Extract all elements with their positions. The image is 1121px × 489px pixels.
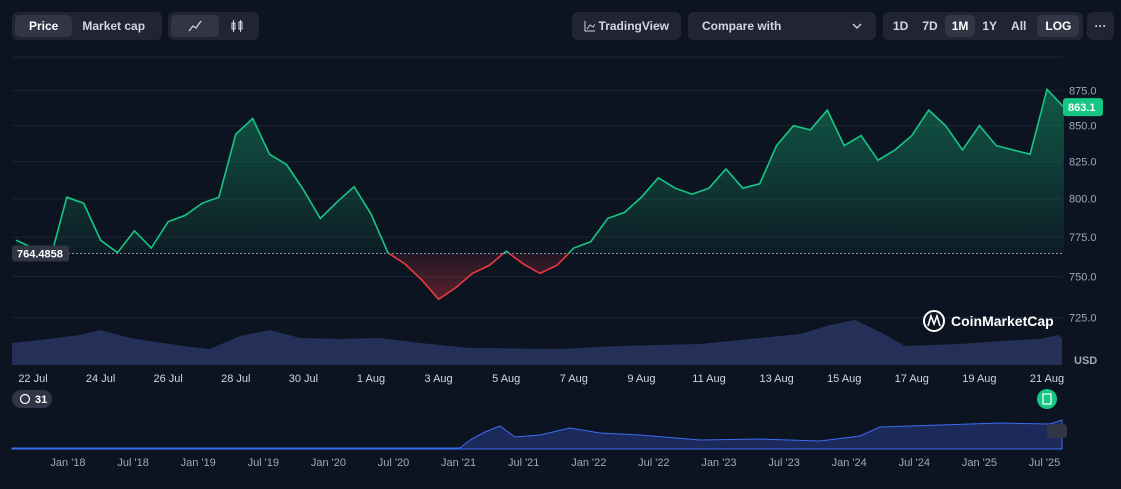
range-button[interactable]: 1M: [944, 15, 976, 37]
line-button[interactable]: [171, 15, 219, 37]
x-tick-label: 19 Aug: [962, 373, 996, 385]
navigator-label: Jan '21: [441, 457, 476, 469]
history-badge[interactable]: [12, 390, 52, 408]
range-selector: 1D 7D 1M 1Y All LOG: [883, 12, 1083, 40]
price-line: [15, 87, 1065, 301]
y-tick-label: 725.0: [1069, 312, 1097, 324]
more-button[interactable]: ···: [1087, 12, 1114, 40]
navigator-label: Jul '22: [638, 457, 669, 469]
navigator-label: Jul '18: [117, 457, 148, 469]
navigator-label: Jul '20: [378, 457, 409, 469]
navigator-label: Jul '24: [899, 457, 930, 469]
navigator-label: Jan '22: [571, 457, 606, 469]
x-tick-label: 3 Aug: [425, 373, 453, 385]
tradingview-label: TradingView: [598, 19, 669, 33]
navigator-label: Jul '23: [768, 457, 799, 469]
y-tick-label: 775.0: [1069, 232, 1097, 244]
history-count: 31: [35, 394, 47, 406]
y-tick-label: 850.0: [1069, 121, 1097, 133]
range-button[interactable]: All: [1011, 19, 1027, 33]
line-icon: [188, 20, 202, 32]
navigator-label: Jan '20: [311, 457, 346, 469]
compare-select[interactable]: Compare with: [688, 12, 876, 40]
watermark: CoinMarketCap: [923, 310, 1054, 332]
baseline-label: 764.4858: [17, 249, 63, 261]
navigator-label: Jan '19: [181, 457, 216, 469]
tab-market-cap[interactable]: Market cap: [82, 19, 146, 33]
log-button[interactable]: LOG: [1037, 15, 1080, 37]
x-tick-label: 13 Aug: [759, 373, 793, 385]
navigator-label: Jan '23: [701, 457, 736, 469]
x-tick-label: 30 Jul: [289, 373, 318, 385]
x-tick-label: 5 Aug: [492, 373, 520, 385]
baseline-tag: [12, 245, 69, 262]
navigator-label: Jul '25: [1029, 457, 1060, 469]
navigator-series: [11, 419, 1063, 450]
x-tick-label: 28 Jul: [221, 373, 250, 385]
range-button[interactable]: 1Y: [982, 19, 998, 33]
volume-bars: [12, 320, 1062, 365]
price-area: [16, 89, 1064, 300]
x-tick-label: 1 Aug: [357, 373, 385, 385]
x-tick-label: 26 Jul: [154, 373, 183, 385]
navigator-label: Jul '21: [508, 457, 539, 469]
x-tick-label: 24 Jul: [86, 373, 115, 385]
x-tick-label: 9 Aug: [627, 373, 655, 385]
price-tag-label: 863.1: [1068, 102, 1096, 114]
navigator-label: Jan '24: [832, 457, 867, 469]
navigator-label: Jan '25: [962, 457, 997, 469]
x-tick-label: 17 Aug: [895, 373, 929, 385]
compare-label: Compare with: [702, 19, 782, 33]
y-tick-label: 825.0: [1069, 157, 1097, 169]
navigator-label: Jul '19: [248, 457, 279, 469]
navigator-handle[interactable]: [1047, 424, 1067, 438]
x-tick-label: 22 Jul: [18, 373, 47, 385]
x-tick-label: 7 Aug: [560, 373, 588, 385]
note-icon: [1042, 393, 1052, 405]
price-toggle: Price Market cap: [12, 12, 162, 40]
y-tick-label: 875.0: [1069, 86, 1097, 98]
tradingview-button[interactable]: TradingView: [572, 12, 681, 40]
y-tick-label: 800.0: [1069, 194, 1097, 206]
range-button[interactable]: 7D: [922, 19, 938, 33]
price-tag: [1063, 98, 1103, 117]
y-axis-unit: USD: [1074, 355, 1097, 367]
note-button[interactable]: [1037, 389, 1057, 409]
watermark-text: CoinMarketCap: [951, 313, 1054, 329]
history-icon: [19, 393, 31, 405]
chart-style: [168, 12, 259, 40]
x-tick-label: 15 Aug: [827, 373, 861, 385]
chevron: [852, 23, 862, 29]
x-tick-label: 11 Aug: [692, 373, 725, 385]
tv-icon: [584, 21, 595, 32]
candle-button[interactable]: [219, 15, 256, 37]
range-button[interactable]: 1D: [893, 19, 909, 33]
tab-price[interactable]: Price: [15, 15, 73, 37]
navigator-label: Jan '18: [50, 457, 85, 469]
candle-icon: [231, 20, 243, 32]
x-tick-label: 21 Aug: [1030, 373, 1064, 385]
y-tick-label: 750.0: [1069, 272, 1097, 284]
